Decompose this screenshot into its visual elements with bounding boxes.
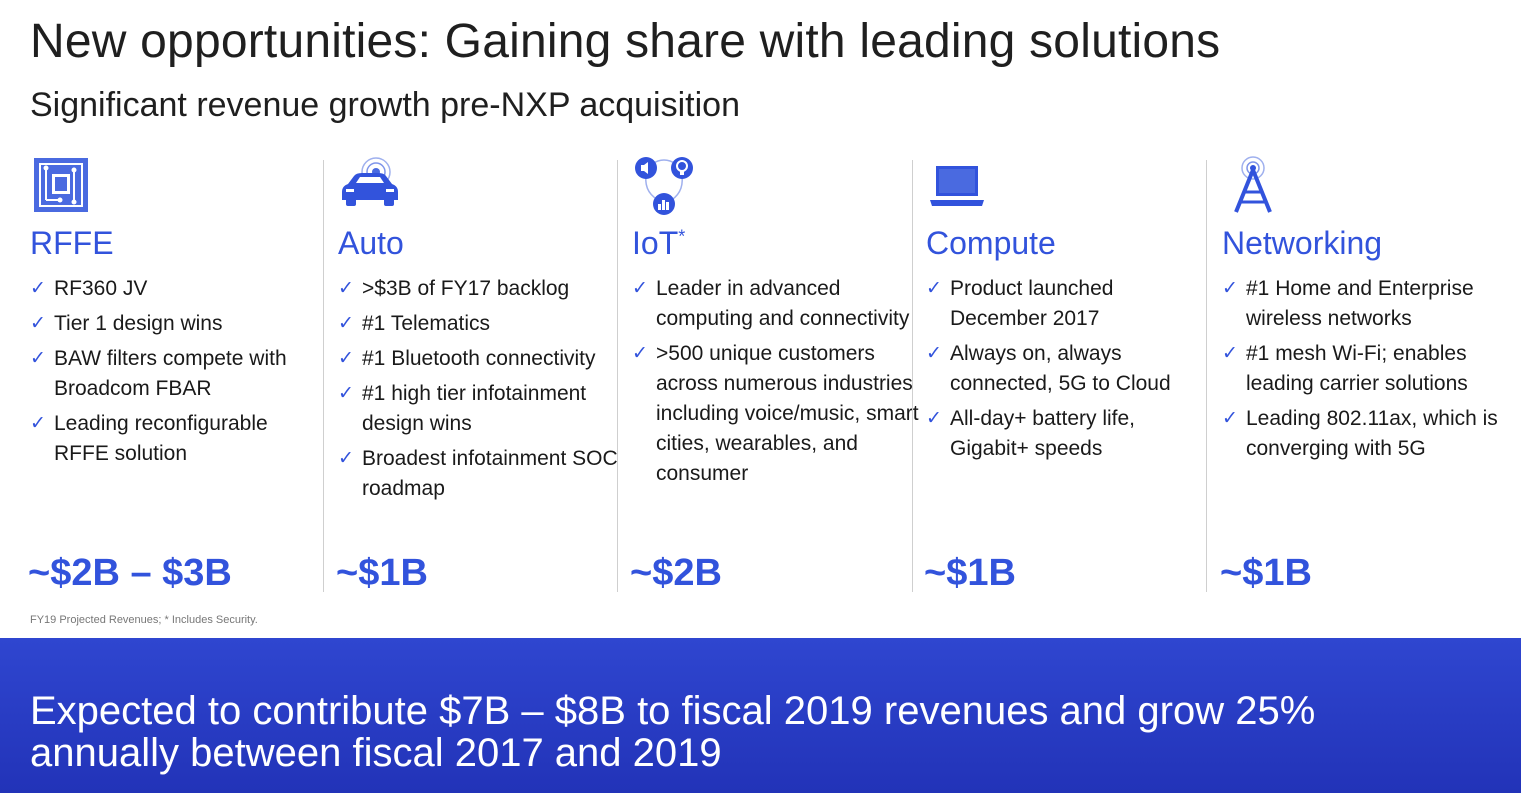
check-icon: ✓ <box>926 408 942 429</box>
bullet-item: ✓ #1 Telematics <box>338 309 628 339</box>
bullet-item: ✓ #1 Home and Enterprise wireless network… <box>1222 274 1512 334</box>
antenna-tower-icon <box>1222 154 1284 216</box>
check-icon: ✓ <box>338 278 354 299</box>
car-icon <box>338 154 400 216</box>
check-icon: ✓ <box>632 343 648 364</box>
check-icon: ✓ <box>1222 408 1238 429</box>
segment-heading: Auto <box>338 225 404 261</box>
bullet-item: ✓ Leading 802.11ax, which is converging w… <box>1222 404 1512 464</box>
bullet-item: ✓ All-day+ battery life, Gigabit+ speeds <box>926 404 1216 464</box>
banner-text: Expected to contribute $7B – $8B to fisc… <box>30 689 1316 775</box>
segment-revenue: ~$1B <box>1220 552 1312 594</box>
check-icon: ✓ <box>1222 278 1238 299</box>
iot-devices-icon <box>632 154 694 216</box>
segment-revenue: ~$2B – $3B <box>28 552 232 594</box>
segments-row: RFFE ✓ RF360 JV ✓ Tier 1 design wins ✓ BAW … <box>0 150 1521 600</box>
bullet-item: ✓ RF360 JV <box>30 274 320 304</box>
segment-bullets: ✓ >$3B of FY17 backlog ✓ #1 Telematics ✓ #1… <box>338 274 628 509</box>
check-icon: ✓ <box>632 278 648 299</box>
bullet-item: ✓ Leading reconfigurable RFFE solution <box>30 409 320 469</box>
bullet-item: ✓ Product launched December 2017 <box>926 274 1216 334</box>
segment-revenue: ~$1B <box>924 552 1016 594</box>
check-icon: ✓ <box>338 448 354 469</box>
column-divider <box>323 160 324 592</box>
column-divider <box>912 160 913 592</box>
column-divider <box>617 160 618 592</box>
bullet-item: ✓ Broadest infotainment SOC roadmap <box>338 444 628 504</box>
column-divider <box>1206 160 1207 592</box>
segment-revenue: ~$2B <box>630 552 722 594</box>
bullet-item: ✓ >$3B of FY17 backlog <box>338 274 628 304</box>
check-icon: ✓ <box>338 313 354 334</box>
segment-bullets: ✓ #1 Home and Enterprise wireless network… <box>1222 274 1512 469</box>
segment-bullets: ✓ RF360 JV ✓ Tier 1 design wins ✓ BAW filte… <box>30 274 320 474</box>
segment-heading: RFFE <box>30 225 114 261</box>
summary-banner: Expected to contribute $7B – $8B to fisc… <box>0 638 1521 793</box>
segment-revenue: ~$1B <box>336 552 428 594</box>
check-icon: ✓ <box>338 348 354 369</box>
bullet-item: ✓ Tier 1 design wins <box>30 309 320 339</box>
check-icon: ✓ <box>1222 343 1238 364</box>
footnote: FY19 Projected Revenues; * Includes Secu… <box>30 614 258 626</box>
segment-bullets: ✓ Leader in advanced computing and connec… <box>632 274 922 494</box>
segment-bullets: ✓ Product launched December 2017 ✓ Always … <box>926 274 1216 469</box>
check-icon: ✓ <box>30 313 46 334</box>
segment-heading: Networking <box>1222 225 1383 261</box>
check-icon: ✓ <box>30 348 46 369</box>
segment-heading: Compute <box>926 225 1056 261</box>
bullet-item: ✓ #1 high tier infotainment design wins <box>338 379 628 439</box>
check-icon: ✓ <box>30 278 46 299</box>
segment-heading: IoT* <box>632 225 686 261</box>
bullet-item: ✓ #1 Bluetooth connectivity <box>338 344 628 374</box>
check-icon: ✓ <box>926 278 942 299</box>
check-icon: ✓ <box>30 413 46 434</box>
bullet-item: ✓ BAW filters compete with Broadcom FBAR <box>30 344 320 404</box>
check-icon: ✓ <box>926 343 942 364</box>
check-icon: ✓ <box>338 383 354 404</box>
chip-icon <box>30 154 92 216</box>
bullet-item: ✓ >500 unique customers across numerous i… <box>632 339 922 489</box>
laptop-icon <box>926 154 988 216</box>
page-subtitle: Significant revenue growth pre-NXP acqui… <box>30 86 740 124</box>
page-title: New opportunities: Gaining share with le… <box>30 15 1221 68</box>
bullet-item: ✓ Leader in advanced computing and connec… <box>632 274 922 334</box>
bullet-item: ✓ #1 mesh Wi-Fi; enables leading carrier … <box>1222 339 1512 399</box>
bullet-item: ✓ Always on, always connected, 5G to Clou… <box>926 339 1216 399</box>
